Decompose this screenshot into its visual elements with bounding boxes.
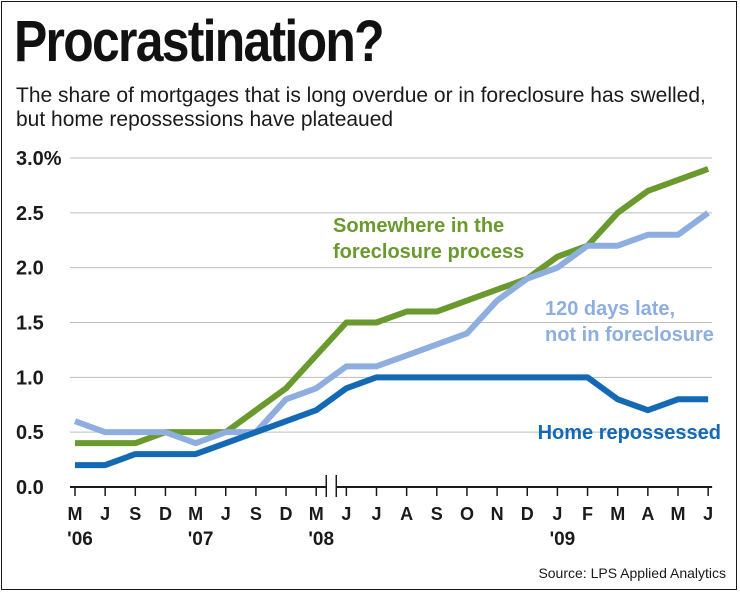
x-tick-label: S xyxy=(129,504,141,524)
label-120-days-late: 120 days late, xyxy=(545,298,675,320)
x-tick-label: J xyxy=(703,504,713,524)
x-tick-label: A xyxy=(641,504,654,524)
chart-title: Procrastination? xyxy=(14,9,385,74)
x-tick-label: J xyxy=(552,504,562,524)
x-tick-label: D xyxy=(280,504,293,524)
y-tick-label: 1.0 xyxy=(16,367,44,389)
x-tick-label: M xyxy=(68,504,83,524)
x-tick-label: D xyxy=(521,504,534,524)
y-tick-label: 2.0 xyxy=(16,258,44,280)
x-tick-label: M xyxy=(309,504,324,524)
label-home-repossessed: Home repossessed xyxy=(538,422,721,444)
x-tick-label: S xyxy=(431,504,443,524)
x-year-label: '09 xyxy=(550,529,576,550)
x-tick-label: J xyxy=(341,504,351,524)
x-tick-label: F xyxy=(582,504,593,524)
line-foreclosure-process xyxy=(75,166,710,447)
label-foreclosure-process: foreclosure process xyxy=(333,241,524,263)
chart-subtitle: The share of mortgages that is long over… xyxy=(16,84,706,131)
label-120-days-late: not in foreclosure xyxy=(545,324,714,346)
x-tick-label: D xyxy=(159,504,172,524)
source-note: Source: LPS Applied Analytics xyxy=(538,565,726,581)
x-tick-label: O xyxy=(460,504,474,524)
x-tick-label: J xyxy=(371,504,381,524)
x-tick-label: A xyxy=(400,504,413,524)
x-tick-label: N xyxy=(491,504,504,524)
y-tick-label: 0.5 xyxy=(16,422,44,444)
label-foreclosure-process: Somewhere in the xyxy=(333,215,504,237)
x-year-label: '06 xyxy=(67,529,93,550)
x-tick-label: M xyxy=(610,504,625,524)
x-tick-label: S xyxy=(250,504,262,524)
x-tick-label: M xyxy=(671,504,686,524)
x-tick-label: M xyxy=(188,504,203,524)
y-tick-label: 3.0% xyxy=(16,148,62,170)
y-tick-label: 2.5 xyxy=(16,203,44,225)
line-home-repossessed xyxy=(75,374,709,469)
y-tick-label: 1.5 xyxy=(16,313,44,335)
y-tick-label: 0.0 xyxy=(16,477,44,499)
x-tick-label: J xyxy=(100,504,110,524)
x-year-label: '08 xyxy=(308,529,334,550)
line-120-days-late xyxy=(73,210,710,447)
x-tick-label: J xyxy=(221,504,231,524)
x-year-label: '07 xyxy=(188,529,214,550)
